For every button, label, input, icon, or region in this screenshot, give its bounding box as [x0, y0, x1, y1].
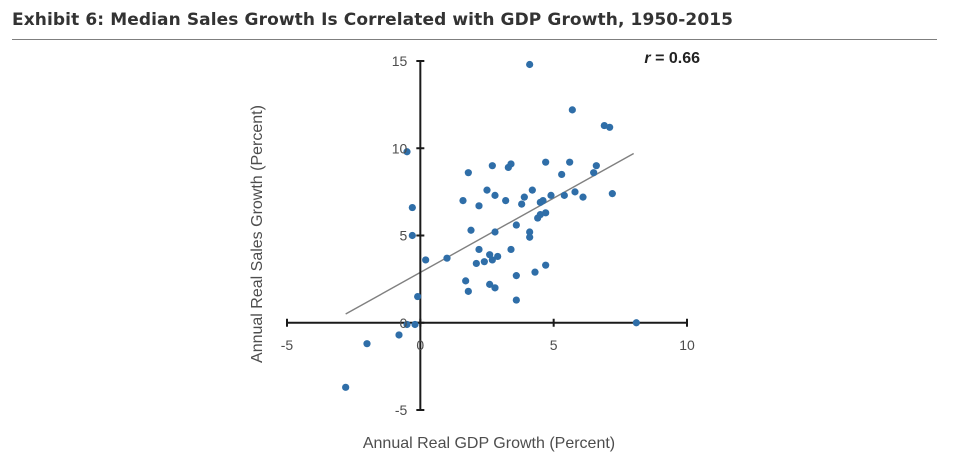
scatter-point: [408, 203, 416, 212]
scatter-point: [608, 190, 616, 198]
scatter-point: [502, 197, 510, 205]
points-layer: [342, 60, 640, 391]
correlation-annotation: r = 0.66: [644, 50, 700, 67]
scatter-point: [579, 193, 587, 201]
x-axis-title: Annual Real GDP Growth (Percent): [363, 435, 615, 452]
scatter-point: [590, 169, 598, 177]
scatter-point: [560, 191, 568, 199]
scatter-point: [475, 245, 483, 254]
scatter-point: [483, 186, 491, 194]
scatter-point: [403, 148, 411, 156]
labels-layer: -5 0 5 10 -5 0 5 10 15: [281, 53, 695, 418]
scatter-point: [568, 106, 576, 114]
scatter-point: [422, 256, 430, 264]
scatter-point: [542, 261, 550, 269]
correlation-value: = 0.66: [651, 50, 700, 67]
correlation-symbol: r: [644, 50, 651, 67]
scatter-point: [558, 170, 566, 179]
scatter-point: [472, 259, 480, 268]
scatter-point: [414, 292, 422, 301]
trendline: [345, 152, 635, 315]
scatter-point: [507, 160, 515, 168]
scatter-point: [342, 383, 350, 391]
scatter-point: [480, 258, 488, 266]
trendline-layer: [345, 152, 635, 315]
scatter-point: [459, 197, 467, 205]
scatter-point: [443, 254, 451, 262]
y-tick-label: 5: [400, 228, 408, 244]
scatter-point: [571, 188, 579, 196]
scatter-point: [526, 228, 534, 236]
scatter-point: [486, 280, 494, 288]
x-tick-label: 10: [679, 337, 695, 353]
y-tick-label: -5: [395, 402, 408, 418]
scatter-point: [526, 233, 534, 241]
x-tick-label: 0: [416, 337, 424, 353]
scatter-point: [547, 191, 555, 199]
scatter-point: [566, 158, 574, 166]
y-tick-label: 0: [400, 315, 408, 331]
scatter-point: [528, 186, 536, 194]
scatter-point: [411, 320, 419, 329]
scatter-point: [542, 209, 550, 217]
scatter-point: [475, 202, 483, 210]
scatter-point: [526, 60, 534, 69]
scatter-point: [539, 197, 547, 205]
scatter-point: [520, 193, 528, 201]
title-rule: [12, 39, 937, 40]
scatter-point: [494, 252, 502, 261]
y-tick-label: 15: [392, 53, 408, 69]
scatter-point: [512, 272, 520, 280]
scatter-point: [507, 245, 515, 254]
scatter-point: [592, 162, 600, 170]
scatter-point: [408, 231, 416, 240]
x-tick-label: -5: [281, 337, 294, 353]
scatter-point: [542, 158, 550, 166]
scatter-point: [363, 340, 371, 348]
scatter-point: [518, 200, 526, 208]
scatter-point: [531, 268, 539, 276]
scatter-point: [395, 331, 403, 339]
scatter-point: [491, 228, 499, 236]
scatter-point: [467, 226, 475, 234]
axes-layer: [286, 60, 688, 411]
scatter-point: [491, 284, 499, 292]
exhibit-header: Exhibit 6: Median Sales Growth Is Correl…: [12, 10, 940, 40]
scatter-point: [512, 296, 520, 304]
scatter-point: [512, 221, 520, 229]
scatter-point: [462, 277, 470, 285]
y-axis-title: Annual Real Sales Growth (Percent): [249, 105, 266, 363]
scatter-point: [464, 287, 472, 295]
exhibit-title: Exhibit 6: Median Sales Growth Is Correl…: [12, 10, 734, 30]
scatter-point: [403, 320, 411, 329]
y-tick-label: 10: [392, 140, 408, 156]
scatter-point: [464, 169, 472, 177]
scatter-point: [488, 162, 496, 170]
scatter-point: [632, 319, 640, 327]
x-tick-label: 5: [550, 337, 558, 353]
scatter-point: [491, 191, 499, 199]
scatter-point: [488, 256, 496, 264]
scatter-point: [606, 123, 614, 131]
